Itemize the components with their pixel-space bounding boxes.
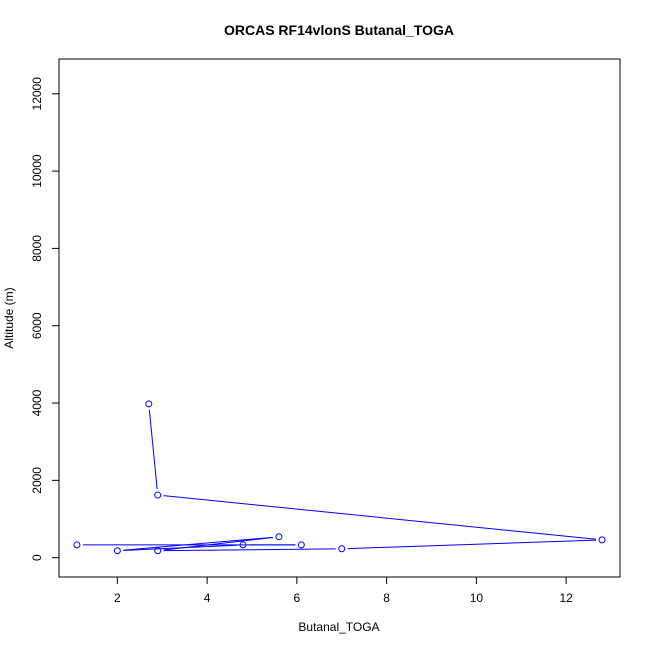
y-tick-label: 0 (30, 554, 44, 561)
y-tick-label: 6000 (30, 312, 44, 339)
x-tick-label: 2 (114, 591, 121, 605)
series-layer (73, 400, 606, 555)
x-axis: 2 4 6 8 10 12 (114, 576, 573, 605)
plot-frame (58, 58, 621, 578)
data-point (239, 541, 247, 549)
data-point (598, 536, 606, 544)
y-tick-label: 4000 (30, 389, 44, 416)
data-point (154, 547, 162, 555)
y-tick-label: 8000 (30, 235, 44, 262)
data-point (297, 541, 305, 549)
data-point (145, 400, 153, 408)
x-tick-label: 8 (383, 591, 390, 605)
x-tick-label: 4 (204, 591, 211, 605)
series-segment (163, 495, 597, 540)
x-axis-label: Butanal_TOGA (298, 620, 379, 634)
y-tick-label: 10000 (30, 154, 44, 188)
data-point (275, 533, 283, 541)
y-tick-label: 2000 (30, 467, 44, 494)
series-segment (123, 544, 238, 551)
series-segment (123, 536, 273, 551)
x-tick-label: 12 (559, 591, 573, 605)
y-axis: 0 2000 4000 6000 8000 10000 12000 (30, 77, 60, 561)
series-segment (148, 409, 158, 490)
data-point (338, 545, 346, 553)
series-segment (347, 539, 597, 550)
data-point (73, 541, 81, 549)
data-point (113, 547, 121, 555)
x-tick-label: 10 (470, 591, 484, 605)
x-tick-label: 6 (294, 591, 301, 605)
chart-title: ORCAS RF14vlonS Butanal_TOGA (224, 22, 454, 38)
y-axis-label: Altitude (m) (2, 287, 16, 348)
series-segment (163, 548, 336, 552)
y-tick-label: 12000 (30, 77, 44, 111)
data-point (154, 491, 162, 499)
